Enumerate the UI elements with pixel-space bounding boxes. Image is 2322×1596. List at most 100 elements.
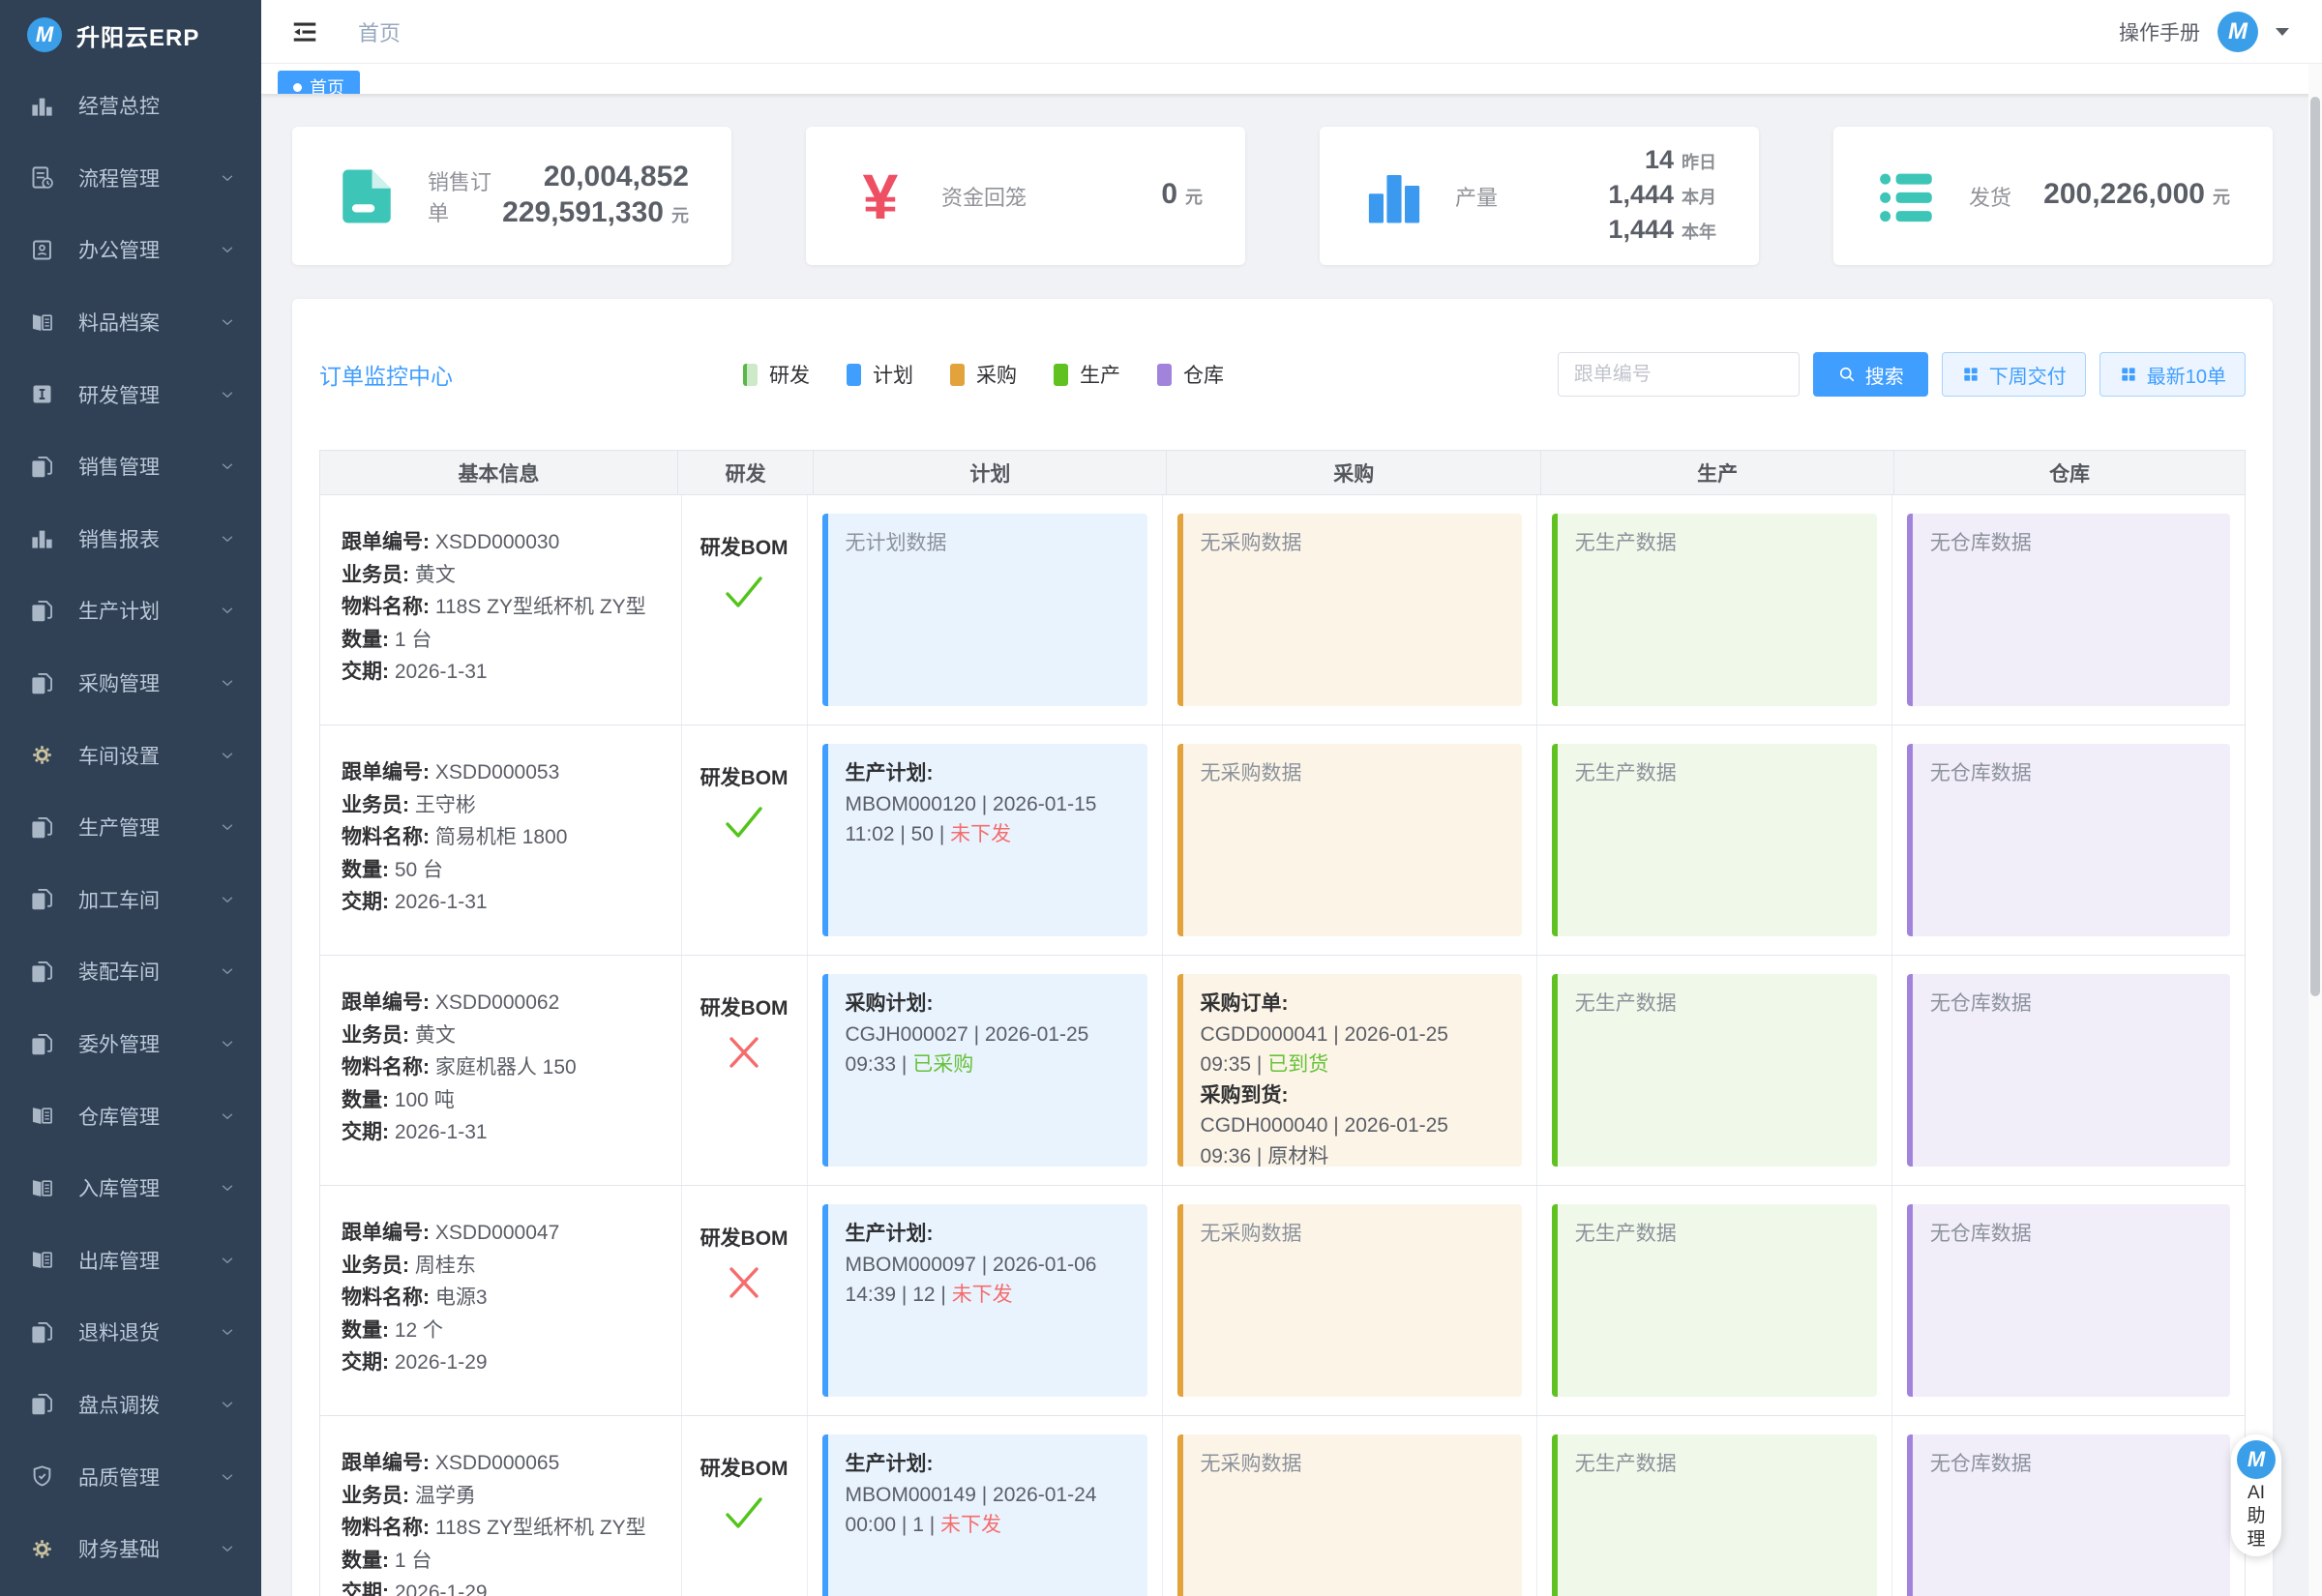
breadcrumb[interactable]: 首页 xyxy=(358,20,402,45)
entry-title: 采购订单: xyxy=(1200,992,1289,1015)
sidebar-item-采购管理[interactable]: 采购管理 xyxy=(0,647,261,720)
sidebar-item-生产管理[interactable]: 生产管理 xyxy=(0,791,261,864)
sidebar-item-品质管理[interactable]: 品质管理 xyxy=(0,1440,261,1513)
avatar[interactable]: M xyxy=(2218,11,2258,52)
sidebar-item-盘点调拨[interactable]: 盘点调拨 xyxy=(0,1369,261,1441)
bars-icon xyxy=(1362,164,1426,228)
sidebar-item-销售报表[interactable]: 销售报表 xyxy=(0,503,261,576)
sidebar-item-经营总控[interactable]: 经营总控 xyxy=(0,70,261,142)
stat-card-label: 销售订单 xyxy=(428,169,492,225)
chevron-down-icon xyxy=(219,241,236,258)
legend-item-生产: 生产 xyxy=(1054,360,1120,389)
stat-value: 14 昨日 xyxy=(1644,144,1716,174)
empty-text: 无生产数据 xyxy=(1574,1453,1677,1475)
panel-header: 订单监控中心 研发 计划 采购 生产 仓库 搜索 xyxy=(319,299,2246,450)
sidebar-item-装配车间[interactable]: 装配车间 xyxy=(0,935,261,1008)
info-line: 跟单编号: XSDD000062 xyxy=(342,991,560,1014)
info-line: 业务员: 黄文 xyxy=(342,563,456,586)
collapse-sidebar-icon[interactable] xyxy=(290,17,319,46)
purchase-panel: 采购订单: CGDD000041 | 2026-01-25 09:35 | 已到货… xyxy=(1176,974,1522,1167)
order-basic-info: 跟单编号: XSDD000053 业务员: 王守彬 物料名称: 简易机柜 1800 数… xyxy=(320,725,682,955)
scrollbar-thumb[interactable] xyxy=(2310,97,2320,996)
sidebar-item-流程管理[interactable]: 流程管理 xyxy=(0,142,261,215)
ai-assistant-logo-icon: M xyxy=(2237,1440,2276,1479)
sidebar-item-料品档案[interactable]: 料品档案 xyxy=(0,286,261,359)
sidebar-item-label: 经营总控 xyxy=(78,96,160,119)
legend-label: 计划 xyxy=(873,365,913,387)
table-row: 跟单编号: XSDD000053 业务员: 王守彬 物料名称: 简易机柜 1800 数… xyxy=(320,725,2245,956)
info-line: 数量: 1 台 xyxy=(342,628,432,651)
sidebar-item-label: 料品档案 xyxy=(78,312,160,336)
legend-item-计划: 计划 xyxy=(847,360,913,389)
stat-value: 20,004,852 xyxy=(543,160,689,192)
info-line: 跟单编号: XSDD000030 xyxy=(342,531,560,553)
sidebar-item-入库管理[interactable]: 入库管理 xyxy=(0,1152,261,1225)
legend-swatch-icon xyxy=(1054,363,1068,386)
app-title: 升阳云ERP xyxy=(76,24,200,51)
search-group: 搜索 下周交付 最新10单 xyxy=(1557,352,2246,397)
sidebar-item-出库管理[interactable]: 出库管理 xyxy=(0,1225,261,1297)
sidebar-item-label: 仓库管理 xyxy=(78,1106,160,1129)
order-basic-info: 跟单编号: XSDD000047 业务员: 周桂东 物料名称: 电源3 数量: 12 … xyxy=(320,1186,682,1415)
stat-card-label: 发货 xyxy=(1969,185,2012,210)
sidebar-item-加工车间[interactable]: 加工车间 xyxy=(0,864,261,936)
latest-ten-button[interactable]: 最新10单 xyxy=(2099,352,2246,397)
sidebar-item-销售管理[interactable]: 销售管理 xyxy=(0,430,261,503)
tab-home[interactable]: 首页 xyxy=(278,71,360,94)
sidebar-item-label: 装配车间 xyxy=(78,961,160,985)
info-line: 物料名称: 家庭机器人 150 xyxy=(342,1056,577,1079)
brand-logo-icon: M xyxy=(27,17,62,52)
stat-value: 229,591,330 元 xyxy=(502,195,689,228)
sidebar-item-车间设置[interactable]: 车间设置 xyxy=(0,719,261,791)
sidebar-item-label: 财务基础 xyxy=(78,1539,160,1562)
sidebar-item-退料退货[interactable]: 退料退货 xyxy=(0,1296,261,1369)
plan-cell: 无计划数据 xyxy=(808,495,1163,724)
info-line: 业务员: 王守彬 xyxy=(342,793,476,816)
stat-card-values: 14 昨日 1,444 本月 1,444 本年 xyxy=(1608,144,1716,249)
sidebar-item-办公管理[interactable]: 办公管理 xyxy=(0,214,261,286)
legend-swatch-icon xyxy=(743,363,758,386)
stat-card-values: 20,004,852 229,591,330 元 xyxy=(502,159,689,234)
sidebar-item-label: 车间设置 xyxy=(78,745,160,768)
purchase-cell: 无采购数据 xyxy=(1163,1186,1537,1415)
chevron-down-icon xyxy=(219,747,236,764)
sidebar-item-label: 退料退货 xyxy=(78,1322,160,1345)
sidebar-item-委外管理[interactable]: 委外管理 xyxy=(0,1008,261,1080)
chevron-down-icon xyxy=(219,313,236,331)
rd-bom-cell: 研发BOM xyxy=(682,1186,808,1415)
orders-table: 基本信息 研发 计划 采购 生产 仓库 跟单编号: XSDD000030 业务员: 黄文 物料… xyxy=(319,450,2246,1596)
manual-link[interactable]: 操作手册 xyxy=(2119,21,2200,44)
legend-label: 生产 xyxy=(1080,365,1120,387)
doc-copy-icon xyxy=(29,454,55,480)
main-area: 首页 操作手册 M 首页 销售订单 20,004,852 229,591,330 元… xyxy=(261,0,2322,1596)
stat-value: 1,444 本月 xyxy=(1608,179,1716,209)
legend-swatch-icon xyxy=(847,363,861,386)
ai-assistant-button[interactable]: M AI 助理 xyxy=(2231,1434,2281,1556)
production-panel: 无生产数据 xyxy=(1551,744,1877,936)
column-header-计划: 计划 xyxy=(814,451,1168,494)
doc-copy-icon xyxy=(29,598,55,624)
chevron-down-icon xyxy=(219,1035,236,1052)
entry-title: 生产计划: xyxy=(845,762,934,784)
sidebar-item-财务基础[interactable]: 财务基础 xyxy=(0,1513,261,1585)
sidebar-item-生产计划[interactable]: 生产计划 xyxy=(0,575,261,647)
sidebar-item-label: 入库管理 xyxy=(78,1178,160,1201)
chevron-down-icon xyxy=(219,1323,236,1341)
cross-icon xyxy=(722,1263,766,1307)
sidebar-item-label: 盘点调拨 xyxy=(78,1394,160,1417)
sidebar-item-仓库管理[interactable]: 仓库管理 xyxy=(0,1079,261,1152)
plan-panel: 生产计划: MBOM000120 | 2026-01-15 11:02 | 50 … xyxy=(821,744,1147,936)
table-row: 跟单编号: XSDD000047 业务员: 周桂东 物料名称: 电源3 数量: 12 … xyxy=(320,1186,2245,1416)
empty-text: 无仓库数据 xyxy=(1929,992,2032,1015)
next-week-button[interactable]: 下周交付 xyxy=(1941,352,2086,397)
chevron-down-icon xyxy=(219,386,236,403)
search-input[interactable] xyxy=(1557,352,1800,397)
plan-panel: 生产计划: MBOM000097 | 2026-01-06 14:39 | 12 … xyxy=(821,1204,1147,1397)
sidebar-item-label: 研发管理 xyxy=(78,384,160,407)
caret-down-icon[interactable] xyxy=(2276,27,2289,36)
search-button[interactable]: 搜索 xyxy=(1812,352,1928,397)
legend-label: 仓库 xyxy=(1183,365,1224,387)
sidebar-item-研发管理[interactable]: 研发管理 xyxy=(0,358,261,430)
chevron-down-icon xyxy=(219,674,236,692)
